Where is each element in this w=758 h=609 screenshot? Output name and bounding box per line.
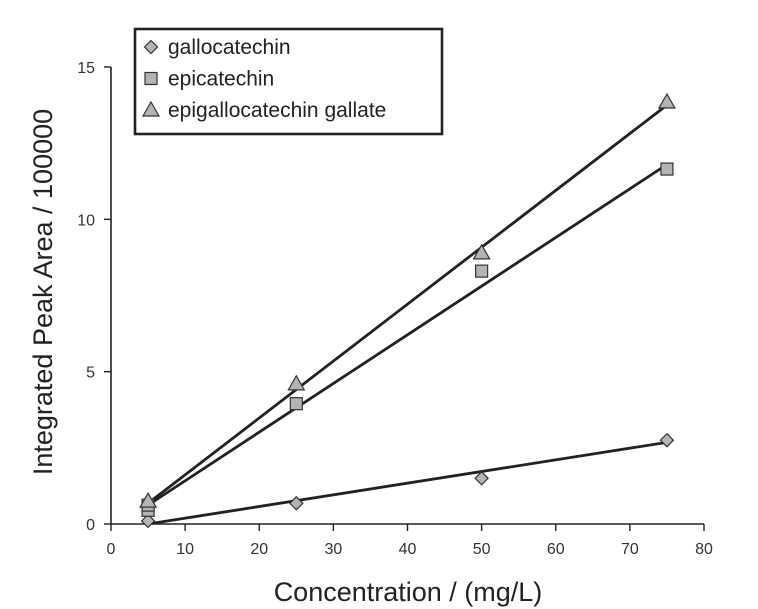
legend-items: gallocatechin epicatechin epigallocatechin…: [141, 36, 386, 122]
y-tick-label: 5: [86, 365, 95, 382]
fit-lines: [147, 103, 668, 526]
x-tick-label: 10: [176, 541, 194, 558]
y-ticks: 0 5 10 15: [77, 60, 111, 534]
legend-box: [133, 27, 444, 136]
x-tick-label: 50: [473, 541, 491, 558]
point-triangle: [472, 243, 491, 260]
legend-marker-square: [144, 71, 158, 86]
fit-line-square: [147, 163, 668, 507]
point-triangle: [287, 374, 306, 391]
point-square: [660, 162, 674, 176]
point-diamond: [140, 513, 156, 529]
point-diamond: [474, 470, 489, 486]
legend-label: epicatechin: [168, 68, 274, 91]
legend-marker-triangle: [141, 100, 161, 117]
legend-marker-diamond: [143, 39, 159, 55]
x-tick-label: 80: [695, 541, 713, 558]
x-tick-label: 60: [547, 541, 565, 558]
point-triangle: [657, 92, 676, 109]
point-diamond: [659, 432, 675, 448]
point-triangle: [139, 491, 158, 508]
x-tick-label: 70: [621, 541, 639, 558]
point-square: [475, 264, 489, 278]
y-tick-label: 15: [77, 60, 95, 77]
axes: [110, 67, 704, 525]
fit-line-triangle: [147, 103, 668, 505]
x-tick-label: 40: [399, 541, 417, 558]
x-tick-label: 20: [250, 541, 268, 558]
legend: gallocatechin epicatechin epigallocatechin…: [133, 27, 444, 136]
y-tick-label: 0: [86, 517, 95, 534]
legend-label: gallocatechin: [168, 36, 291, 59]
data-markers: [139, 92, 676, 529]
x-tick-label: 30: [324, 541, 342, 558]
point-square: [289, 397, 303, 411]
x-axis-title: Concentration / (mg/L): [274, 577, 543, 607]
point-diamond: [288, 495, 304, 511]
legend-label: epigallocatechin gallate: [168, 99, 386, 122]
fit-line-diamond: [147, 440, 668, 526]
y-axis-title: Integrated Peak Area / 100000: [28, 109, 58, 475]
y-tick-label: 10: [77, 212, 95, 229]
x-tick-label: 0: [107, 541, 116, 558]
x-ticks: 0 10 20 30 40 50 60 70 80: [107, 524, 713, 558]
